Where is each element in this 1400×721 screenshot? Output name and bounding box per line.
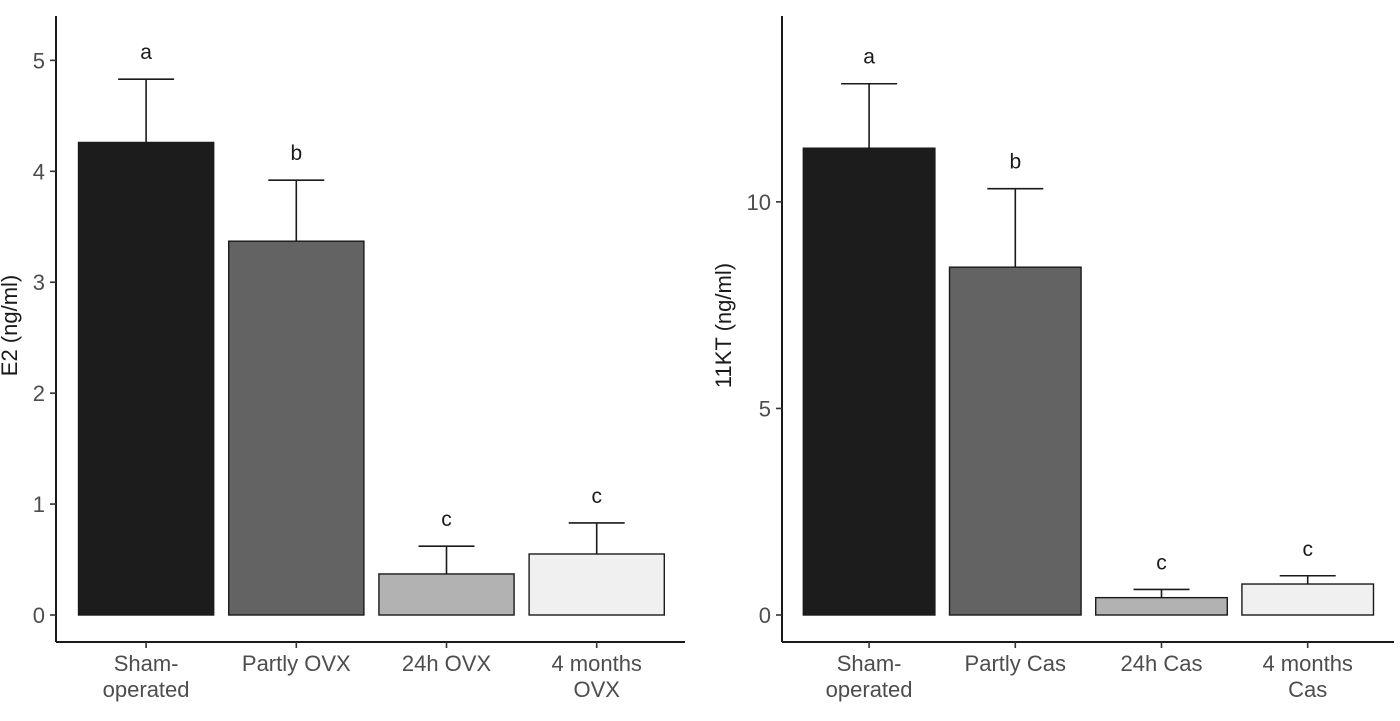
x-category-label: Cas	[1288, 677, 1327, 702]
x-category-label: 4 months	[551, 651, 642, 676]
y-tick-label: 5	[759, 396, 771, 421]
y-axis-title: E2 (ng/ml)	[0, 275, 22, 376]
x-category-label: Partly OVX	[242, 651, 351, 676]
y-axis-title: 11KT (ng/ml)	[711, 263, 736, 388]
y-tick-label: 10	[747, 190, 771, 215]
e2-chart-panel: 0 1 2 3 4 5 E2 (ng/ml) a Sham-operated b Partly OV…	[0, 16, 685, 702]
significance-letter: c	[591, 485, 602, 508]
x-category-label: 24h OVX	[402, 651, 492, 676]
11kt-chart-panel: 0 5 10 11KT (ng/ml) a Sham-operated b Partly Ca…	[711, 16, 1394, 702]
x-category-label: Sham-	[837, 651, 902, 676]
bar	[378, 573, 515, 616]
bar	[802, 147, 936, 616]
x-category-label: 4 months	[1262, 651, 1353, 676]
y-tick-label: 2	[33, 381, 45, 406]
significance-letter: c	[441, 508, 452, 531]
bar	[77, 141, 215, 616]
x-category-label: Partly Cas	[965, 651, 1066, 676]
x-category-label: 24h Cas	[1121, 651, 1203, 676]
significance-letter: a	[140, 41, 152, 64]
bar	[528, 553, 665, 616]
x-category-label: operated	[826, 677, 913, 702]
significance-letter: a	[863, 46, 875, 69]
significance-letter: b	[1009, 151, 1021, 174]
bar	[228, 240, 365, 616]
significance-letter: c	[1302, 538, 1313, 561]
y-tick-label: 4	[33, 159, 45, 184]
y-tick-label: 1	[33, 492, 45, 517]
x-category-label: OVX	[573, 677, 620, 702]
x-category-label: Sham-	[114, 651, 179, 676]
bar	[1095, 596, 1228, 616]
y-tick-label: 5	[33, 48, 45, 73]
significance-letter: b	[290, 142, 302, 165]
y-tick-label: 3	[33, 270, 45, 295]
x-category-label: operated	[103, 677, 190, 702]
bar	[1241, 583, 1375, 616]
bar	[948, 266, 1082, 616]
y-tick-label: 0	[759, 603, 771, 628]
significance-letter: c	[1156, 551, 1167, 574]
y-tick-label: 0	[33, 603, 45, 628]
